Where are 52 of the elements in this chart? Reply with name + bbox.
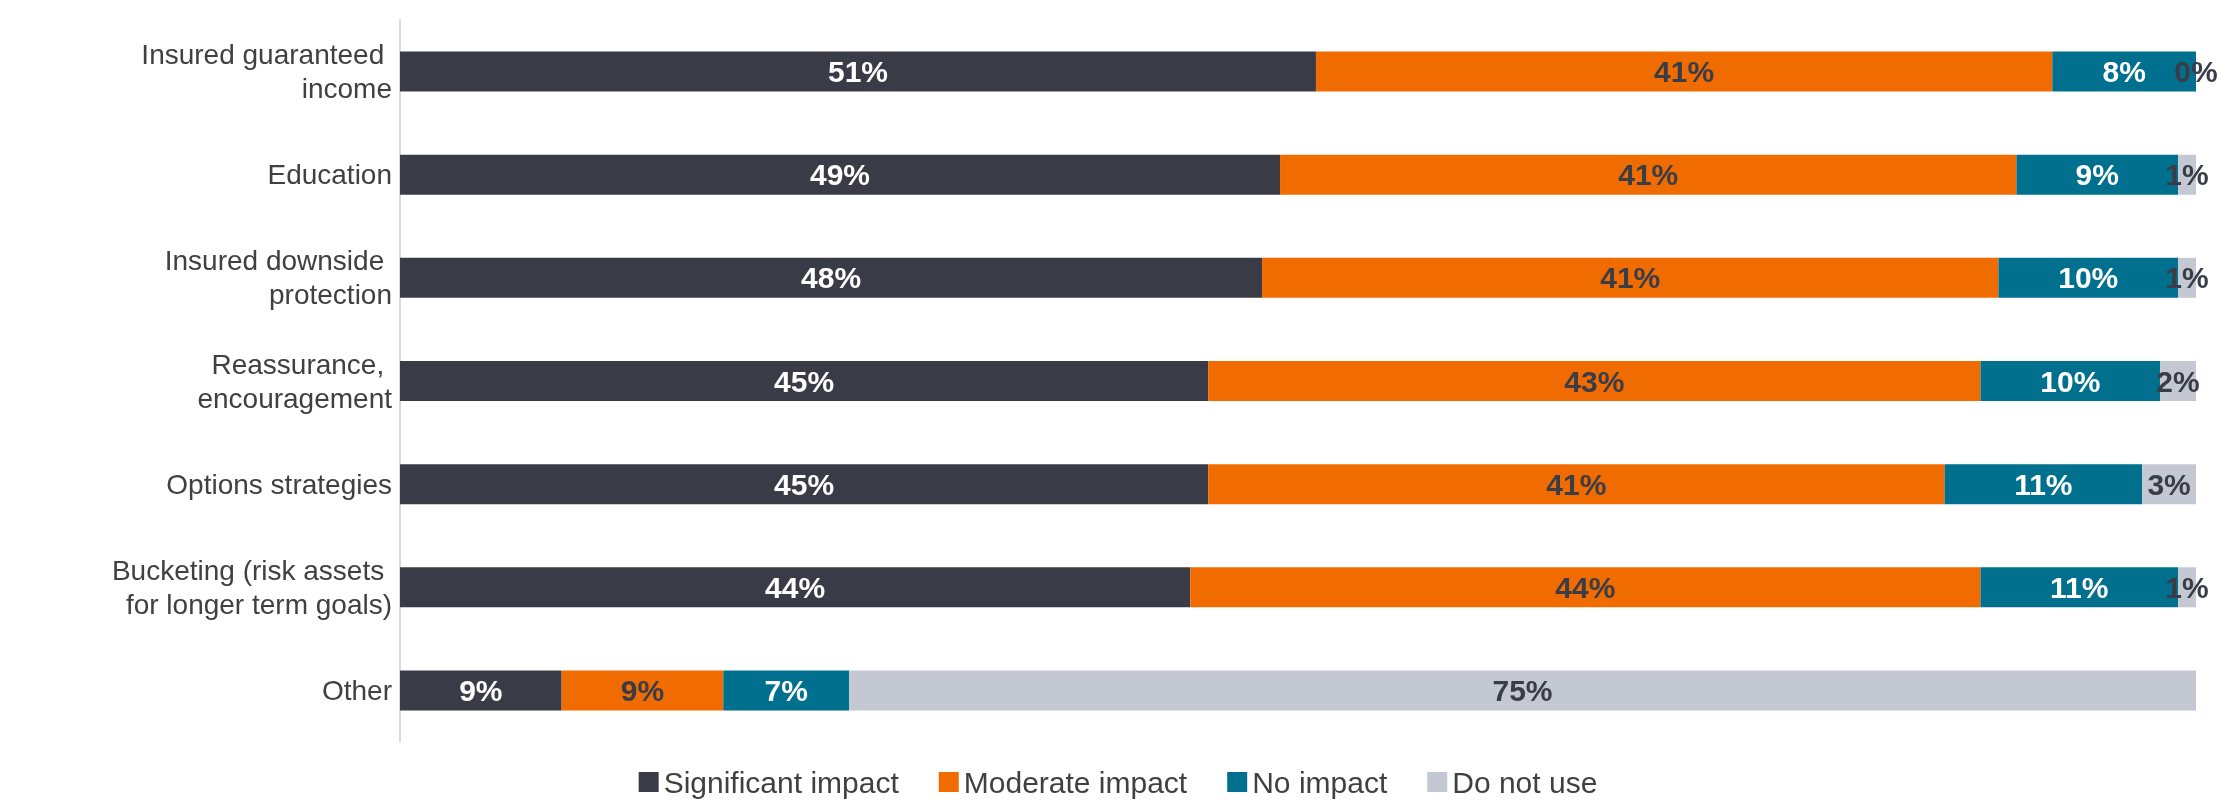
data-label: 44% bbox=[765, 570, 826, 604]
bar bbox=[561, 670, 724, 711]
data-label: 10% bbox=[2040, 364, 2101, 398]
legend-label: Do not use bbox=[1452, 765, 1598, 799]
data-label: 48% bbox=[801, 261, 862, 295]
data-label: 43% bbox=[1564, 364, 1625, 398]
data-label: 41% bbox=[1618, 158, 1679, 192]
bar bbox=[400, 670, 562, 711]
bar bbox=[400, 51, 1316, 92]
legend-label: Moderate impact bbox=[963, 765, 1188, 799]
data-label: 41% bbox=[1654, 55, 1715, 89]
bar bbox=[1208, 464, 1945, 505]
data-label: 8% bbox=[2102, 55, 2146, 89]
data-label: 9% bbox=[459, 673, 503, 707]
bar bbox=[1315, 51, 2053, 92]
y-tick-label: Bucketing (risk assets for longer term goals) bbox=[111, 554, 392, 620]
y-tick-label: Education bbox=[267, 159, 392, 191]
data-label: 11% bbox=[2014, 467, 2073, 501]
data-label: 3% bbox=[2147, 467, 2191, 501]
bar bbox=[400, 464, 1209, 505]
data-label: 45% bbox=[774, 364, 835, 398]
data-label: 45% bbox=[774, 467, 835, 501]
bar bbox=[400, 567, 1191, 608]
data-label: 11% bbox=[2050, 570, 2109, 604]
data-label: 10% bbox=[2058, 261, 2119, 295]
y-tick-label: Reassurance, encouragement bbox=[197, 348, 393, 414]
bar bbox=[1280, 154, 2017, 195]
data-label: 49% bbox=[810, 158, 871, 192]
y-tick-label: Insured guaranteed income bbox=[141, 39, 392, 105]
bar bbox=[849, 670, 2196, 711]
bar bbox=[1190, 567, 1981, 608]
data-label: 44% bbox=[1555, 570, 1616, 604]
y-tick-label: Insured downside protection bbox=[164, 245, 392, 311]
bar bbox=[400, 361, 1209, 401]
data-label: 51% bbox=[827, 55, 888, 89]
bar bbox=[400, 154, 1281, 195]
bar bbox=[1262, 257, 1999, 298]
bar bbox=[1944, 464, 2143, 505]
data-label: 41% bbox=[1600, 261, 1661, 295]
bar bbox=[1208, 361, 1981, 401]
legend-label: Significant impact bbox=[663, 765, 900, 799]
legend-label: No impact bbox=[1252, 765, 1388, 799]
data-label: 41% bbox=[1546, 467, 1607, 501]
data-label: 7% bbox=[764, 673, 808, 707]
data-label: 0% bbox=[2174, 55, 2218, 89]
bar bbox=[400, 257, 1263, 298]
data-label: 9% bbox=[2075, 158, 2119, 192]
data-label: 75% bbox=[1492, 673, 1553, 707]
y-tick-label: Options strategies bbox=[166, 468, 392, 500]
y-tick-label: Other bbox=[321, 674, 392, 706]
bar bbox=[723, 670, 849, 711]
data-label: 9% bbox=[620, 673, 665, 707]
